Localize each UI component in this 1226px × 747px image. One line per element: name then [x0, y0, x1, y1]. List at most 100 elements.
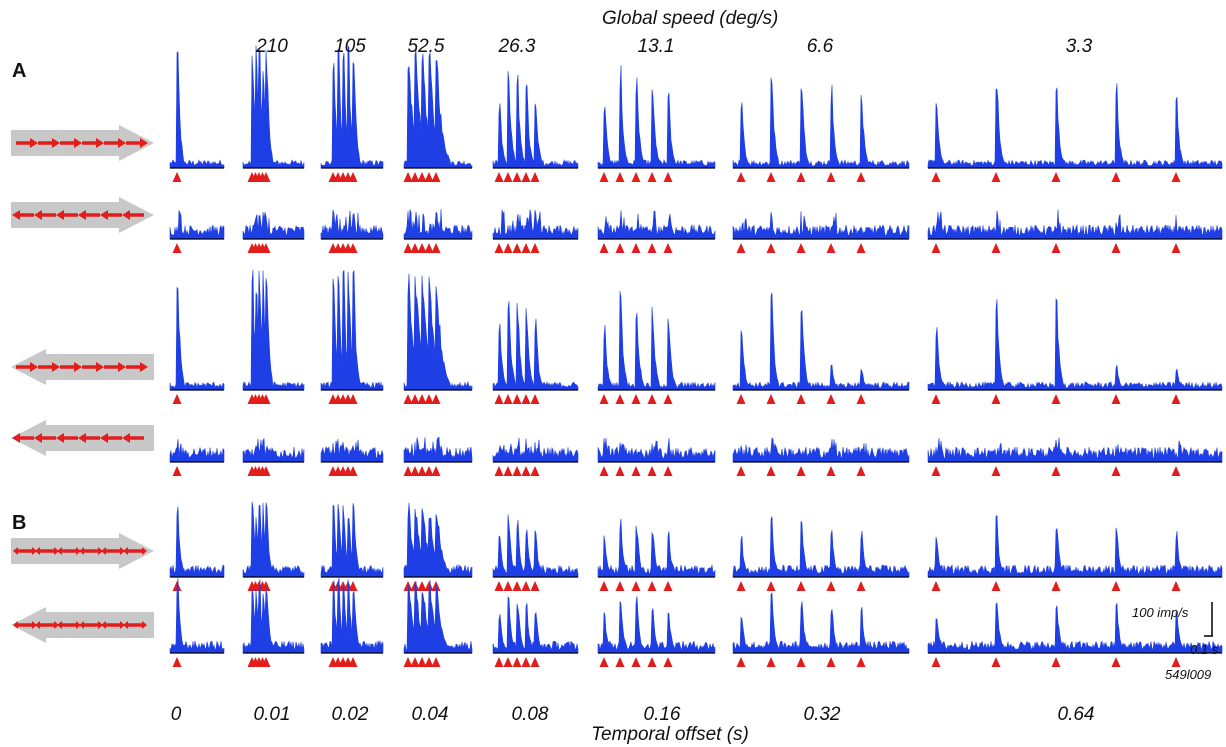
psth-histogram [927, 437, 1223, 463]
motion-arrowhead [142, 621, 147, 629]
stimulus-marker [663, 394, 673, 404]
offset-label-1: 0 [170, 704, 182, 725]
scale-bar-vertical-label: 100 imp/s [1132, 605, 1189, 620]
stimulus-marker [530, 394, 540, 404]
motion-arrowhead [56, 433, 64, 443]
stimulus-marker [1051, 657, 1061, 667]
stimulus-marker [348, 243, 358, 253]
psth-histogram [403, 273, 473, 391]
stimulus-marker [410, 466, 420, 476]
stimulus-marker [991, 466, 1001, 476]
stimulus-marker [615, 581, 625, 591]
psth-histogram [927, 515, 1223, 578]
stimulus-marker [631, 657, 641, 667]
stimulus-marker [663, 657, 673, 667]
stimulus-marker [410, 657, 420, 667]
stimulus-marker [348, 466, 358, 476]
stimulus-marker [766, 466, 776, 476]
stimulus-marker [991, 581, 1001, 591]
stimulus-marker [521, 172, 531, 182]
motion-arrowhead [32, 547, 37, 555]
motion-arrowhead [30, 362, 38, 372]
psth-histogram [732, 211, 910, 240]
stimulus-marker [261, 243, 271, 253]
psth-histogram [320, 503, 384, 578]
psth-histogram [169, 506, 225, 578]
stimulus-marker [615, 172, 625, 182]
stimulus-marker [261, 466, 271, 476]
psth-histogram [732, 592, 910, 654]
psth-histogram [597, 291, 716, 391]
offset-label-7: 0.32 [803, 704, 841, 725]
psth-histogram [403, 49, 473, 169]
stimulus-marker [503, 243, 513, 253]
stimulus-marker [856, 581, 866, 591]
stimulus-marker [403, 581, 413, 591]
speed-label-1: 210 [256, 36, 288, 57]
stimulus-marker [599, 581, 609, 591]
stimulus-marker [931, 657, 941, 667]
motion-arrowhead [32, 621, 37, 629]
psth-histogram [927, 209, 1223, 240]
stimulus-marker [503, 466, 513, 476]
stimulus-marker [991, 243, 1001, 253]
offset-label-4: 0.04 [411, 704, 449, 725]
stimulus-marker [503, 657, 513, 667]
bottom-axis-title: Temporal offset (s) [591, 724, 749, 745]
stimulus-marker [1171, 657, 1181, 667]
stimulus-marker [521, 466, 531, 476]
stimulus-marker [1171, 394, 1181, 404]
stimulus-marker [431, 243, 441, 253]
psth-histogram [492, 301, 579, 391]
stimulus-marker [599, 657, 609, 667]
motion-arrowhead [140, 362, 148, 372]
stimulus-marker [431, 394, 441, 404]
stimulus-marker [512, 466, 522, 476]
stimulus-marker [796, 657, 806, 667]
motion-arrowhead [74, 362, 82, 372]
stimulus-marker [403, 466, 413, 476]
stimulus-marker [826, 394, 836, 404]
stimulus-marker [736, 394, 746, 404]
psth-histogram [927, 83, 1223, 169]
stimulus-marker [424, 394, 434, 404]
stimulus-marker [991, 394, 1001, 404]
stimulus-marker [931, 243, 941, 253]
psth-histogram [597, 65, 716, 169]
stimulus-marker [631, 172, 641, 182]
stimulus-marker [417, 243, 427, 253]
stimulus-marker [856, 243, 866, 253]
psth-histogram [732, 77, 910, 169]
psth-histogram [597, 596, 716, 654]
motion-arrowhead [140, 138, 148, 148]
panel-label-b: B [12, 512, 27, 534]
stimulus-marker [403, 657, 413, 667]
motion-arrowhead [76, 621, 81, 629]
stimulus-marker [663, 581, 673, 591]
stimulus-marker [503, 172, 513, 182]
motion-arrowhead [30, 138, 38, 148]
psth-histogram [169, 51, 225, 169]
psth-histogram [597, 437, 716, 463]
stimulus-marker [417, 466, 427, 476]
stimulus-marker [494, 466, 504, 476]
motion-arrowhead [100, 433, 108, 443]
stimulus-marker [663, 466, 673, 476]
offset-label-3: 0.02 [331, 704, 369, 725]
stimulus-marker [599, 466, 609, 476]
stimulus-marker [530, 243, 540, 253]
offset-label-5: 0.08 [511, 704, 549, 725]
motion-arrowhead [12, 210, 20, 220]
speed-label-6: 6.6 [806, 36, 834, 57]
psth-histogram [732, 437, 910, 463]
psth-histogram [403, 502, 473, 578]
stimulus-marker [403, 172, 413, 182]
stimulus-marker [172, 657, 182, 667]
stimulus-marker [261, 172, 271, 182]
motion-arrowhead [79, 547, 84, 555]
stimulus-marker [615, 243, 625, 253]
motion-arrowhead [78, 433, 86, 443]
stimulus-marker [615, 657, 625, 667]
motion-arrowhead [54, 621, 59, 629]
motion-arrowhead [34, 210, 42, 220]
